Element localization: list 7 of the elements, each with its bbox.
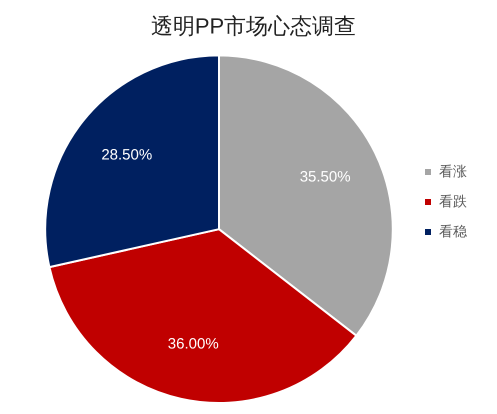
legend-label: 看稳 (439, 222, 467, 239)
data-label: 35.50% (300, 168, 351, 186)
legend-label: 看跌 (439, 192, 467, 209)
data-label: 28.50% (101, 146, 152, 164)
legend-label: 看涨 (439, 162, 467, 179)
chart-title: 透明PP市场心态调查 (150, 13, 356, 38)
data-label: 36.00% (168, 336, 219, 353)
